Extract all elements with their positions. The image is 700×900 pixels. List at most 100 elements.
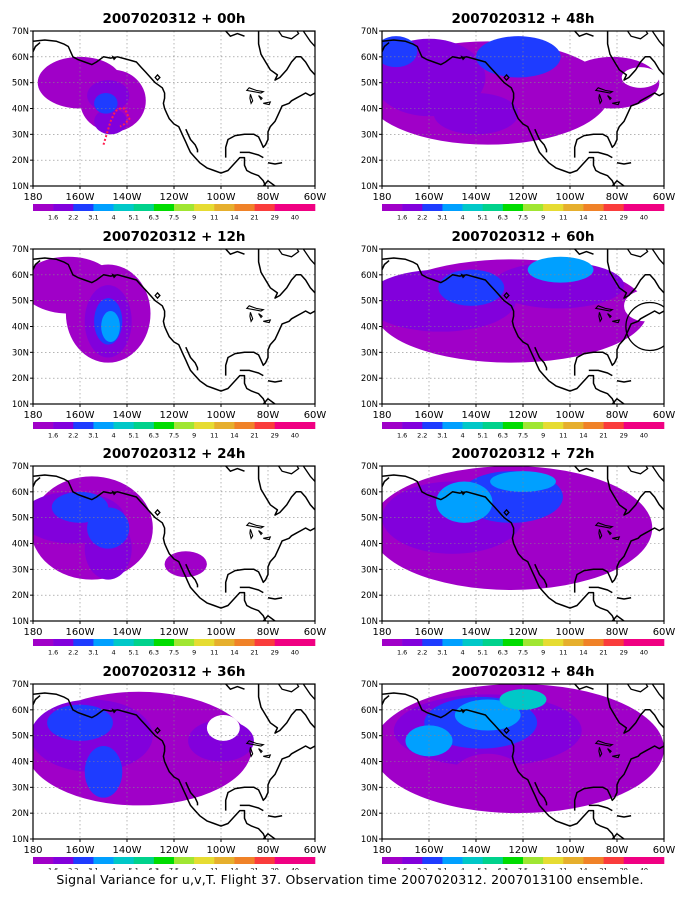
coastline bbox=[267, 815, 283, 818]
colorbar-swatch bbox=[623, 422, 645, 429]
variance-contour bbox=[164, 551, 207, 578]
coastline bbox=[239, 369, 264, 377]
lat-label: 20N bbox=[12, 809, 29, 819]
colorbar-label: 5.1 bbox=[129, 867, 139, 871]
lat-label: 10N bbox=[361, 617, 378, 627]
island-outline bbox=[302, 466, 315, 483]
colorbar-swatch bbox=[502, 204, 524, 211]
map-panel-5: 2007020312 + 24h 70N 60N 50N 40N 30N 20N 10N180… bbox=[12, 446, 327, 657]
coastline bbox=[225, 31, 245, 37]
lat-label: 20N bbox=[12, 374, 29, 384]
colorbar-swatch bbox=[462, 422, 484, 429]
coastline bbox=[262, 398, 276, 404]
colorbar-label: 14 bbox=[579, 867, 587, 871]
lat-label: 50N bbox=[12, 732, 29, 742]
colorbar: 1.6 2.2 3.1 4 5.1 6.3 7.5 9 11 14 21 29 40 bbox=[33, 639, 316, 657]
coastline bbox=[224, 527, 315, 593]
colorbar-label: 1.6 bbox=[48, 867, 58, 871]
colorbar-label: 7.5 bbox=[169, 867, 179, 871]
map-panel-1: 2007020312 + 00h 70N 60N 50N 40N 30N 20N 10N180… bbox=[12, 11, 327, 222]
colorbar-swatch bbox=[33, 639, 54, 646]
lat-label: 50N bbox=[361, 732, 378, 742]
lon-label: 180 bbox=[372, 410, 391, 421]
lake-outline bbox=[258, 530, 263, 536]
lon-label: 160W bbox=[66, 627, 95, 638]
island-outline bbox=[111, 273, 117, 279]
island-outline bbox=[460, 708, 466, 714]
lat-label: 60N bbox=[361, 271, 378, 281]
lon-label: 140W bbox=[462, 410, 491, 421]
lon-label: 140W bbox=[113, 627, 142, 638]
colorbar-swatch bbox=[254, 422, 276, 429]
colorbar-label: 40 bbox=[640, 867, 648, 871]
coastline bbox=[224, 745, 315, 811]
colorbar-label: 1.6 bbox=[48, 649, 58, 657]
colorbar: 1.6 2.2 3.1 4 5.1 6.3 7.5 9 11 14 21 29 40 bbox=[382, 422, 665, 440]
colorbar-swatch bbox=[274, 857, 296, 864]
colorbar-swatch bbox=[482, 422, 504, 429]
colorbar-swatch bbox=[194, 422, 215, 429]
colorbar-label: 4 bbox=[112, 649, 116, 657]
colorbar-swatch bbox=[442, 857, 463, 864]
colorbar-label: 29 bbox=[271, 432, 279, 440]
colorbar-swatch bbox=[523, 204, 544, 211]
lake-outline bbox=[249, 312, 254, 323]
variance-field bbox=[33, 249, 315, 404]
coastline bbox=[534, 346, 548, 371]
colorbar: 1.6 2.2 3.1 4 5.1 6.3 7.5 9 11 14 21 29 40 bbox=[382, 639, 665, 657]
colorbar-swatch bbox=[382, 639, 403, 646]
coastline bbox=[225, 684, 245, 690]
colorbar-swatch bbox=[234, 422, 255, 429]
colorbar-label: 6.3 bbox=[149, 649, 159, 657]
lat-label: 70N bbox=[12, 680, 29, 690]
lat-label: 20N bbox=[361, 809, 378, 819]
colorbar-label: 2.2 bbox=[68, 214, 78, 222]
colorbar-swatch bbox=[603, 639, 625, 646]
colorbar-swatch bbox=[382, 422, 403, 429]
coastline bbox=[611, 615, 625, 621]
colorbar-label: 40 bbox=[640, 649, 648, 657]
colorbar-swatch bbox=[523, 422, 544, 429]
colorbar-label: 40 bbox=[291, 214, 299, 222]
colorbar-label: 3.1 bbox=[437, 214, 447, 222]
colorbar-swatch bbox=[194, 204, 215, 211]
lon-label: 140W bbox=[113, 845, 142, 856]
lon-label: 60W bbox=[653, 410, 676, 421]
island-outline bbox=[651, 466, 664, 483]
colorbar-label: 5.1 bbox=[129, 649, 139, 657]
island-outline bbox=[111, 708, 117, 714]
lon-label: 120W bbox=[160, 627, 189, 638]
colorbar-swatch bbox=[442, 204, 463, 211]
colorbar-label: 4 bbox=[112, 432, 116, 440]
lon-label: 80W bbox=[606, 845, 629, 856]
island-outline bbox=[460, 273, 466, 279]
colorbar-swatch bbox=[502, 857, 524, 864]
lat-label: 60N bbox=[361, 706, 378, 716]
lake-outline bbox=[263, 536, 272, 541]
colorbar-swatch bbox=[73, 422, 94, 429]
coastline bbox=[185, 128, 199, 153]
colorbar-label: 14 bbox=[230, 867, 238, 871]
lat-label: 10N bbox=[361, 400, 378, 410]
lake-outline bbox=[258, 95, 263, 101]
coastline bbox=[611, 180, 625, 186]
coastline bbox=[185, 563, 199, 588]
lon-label: 120W bbox=[509, 410, 538, 421]
variance-contour bbox=[84, 746, 123, 798]
lat-label: 70N bbox=[12, 462, 29, 472]
lake-outline bbox=[249, 747, 254, 758]
colorbar-label: 5.1 bbox=[478, 867, 488, 871]
colorbar-label: 21 bbox=[599, 432, 607, 440]
colorbar-label: 5.1 bbox=[129, 432, 139, 440]
colorbar-swatch bbox=[583, 204, 604, 211]
colorbar-label: 5.1 bbox=[129, 214, 139, 222]
lat-label: 50N bbox=[12, 79, 29, 89]
coastline bbox=[616, 815, 632, 818]
island-outline bbox=[460, 490, 466, 496]
colorbar-swatch bbox=[623, 204, 645, 211]
coastline bbox=[611, 833, 625, 839]
colorbar-label: 9 bbox=[541, 649, 545, 657]
colorbar-label: 7.5 bbox=[169, 432, 179, 440]
colorbar-label: 29 bbox=[620, 214, 628, 222]
